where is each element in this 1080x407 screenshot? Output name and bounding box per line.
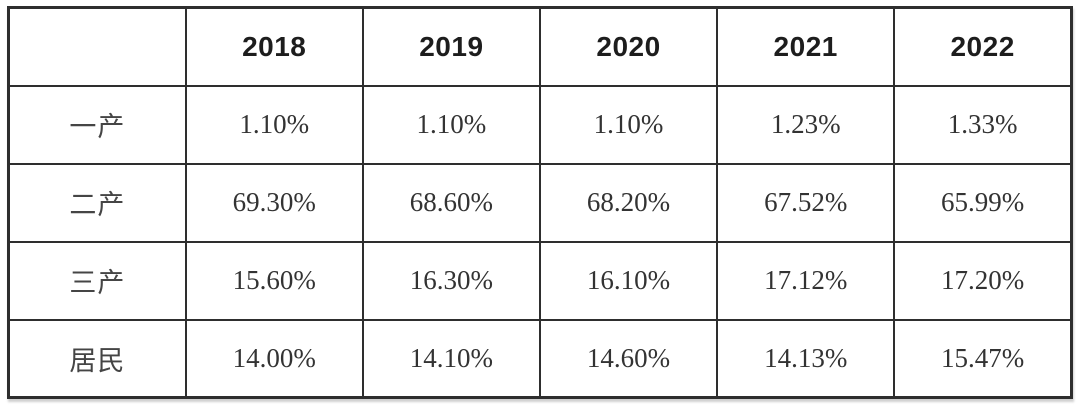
table-cell: 1.10% (184, 84, 364, 165)
data-table: 2018 2019 2020 2021 2022 一产 1.10% 1.10% … (7, 6, 1073, 399)
table-cell: 68.60% (361, 162, 541, 243)
row-label-sanchan: 三产 (7, 240, 187, 321)
column-header-2019: 2019 (361, 6, 541, 87)
row-label-erchan: 二产 (7, 162, 187, 243)
table-cell: 67.52% (716, 162, 896, 243)
row-label-yichan: 一产 (7, 84, 187, 165)
table-row-erchan: 二产 69.30% 68.60% 68.20% 67.52% 65.99% (7, 162, 1073, 243)
table-cell: 16.30% (361, 240, 541, 321)
table-cell: 1.10% (361, 84, 541, 165)
column-header-2022: 2022 (893, 6, 1073, 87)
column-header-2018: 2018 (184, 6, 364, 87)
table-cell: 1.10% (538, 84, 719, 165)
table-cell: 1.23% (716, 84, 896, 165)
column-header-2021: 2021 (716, 6, 896, 87)
table-cell: 69.30% (184, 162, 364, 243)
table-cell: 65.99% (893, 162, 1073, 243)
column-header-2020: 2020 (538, 6, 719, 87)
corner-cell (7, 6, 187, 87)
row-label-jumin: 居民 (7, 318, 187, 399)
table-cell: 1.33% (893, 84, 1073, 165)
table-row-jumin: 居民 14.00% 14.10% 14.60% 14.13% 15.47% (7, 318, 1073, 399)
table-cell: 14.10% (361, 318, 541, 399)
table-cell: 14.00% (184, 318, 364, 399)
table-cell: 17.12% (716, 240, 896, 321)
table-cell: 14.13% (716, 318, 896, 399)
table-cell: 14.60% (538, 318, 719, 399)
table-cell: 68.20% (538, 162, 719, 243)
table-cell: 17.20% (893, 240, 1073, 321)
table-cell: 15.60% (184, 240, 364, 321)
table-header-row: 2018 2019 2020 2021 2022 (7, 6, 1073, 87)
table-cell: 15.47% (893, 318, 1073, 399)
table-row-sanchan: 三产 15.60% 16.30% 16.10% 17.12% 17.20% (7, 240, 1073, 321)
table-row-yichan: 一产 1.10% 1.10% 1.10% 1.23% 1.33% (7, 84, 1073, 165)
table-cell: 16.10% (538, 240, 719, 321)
